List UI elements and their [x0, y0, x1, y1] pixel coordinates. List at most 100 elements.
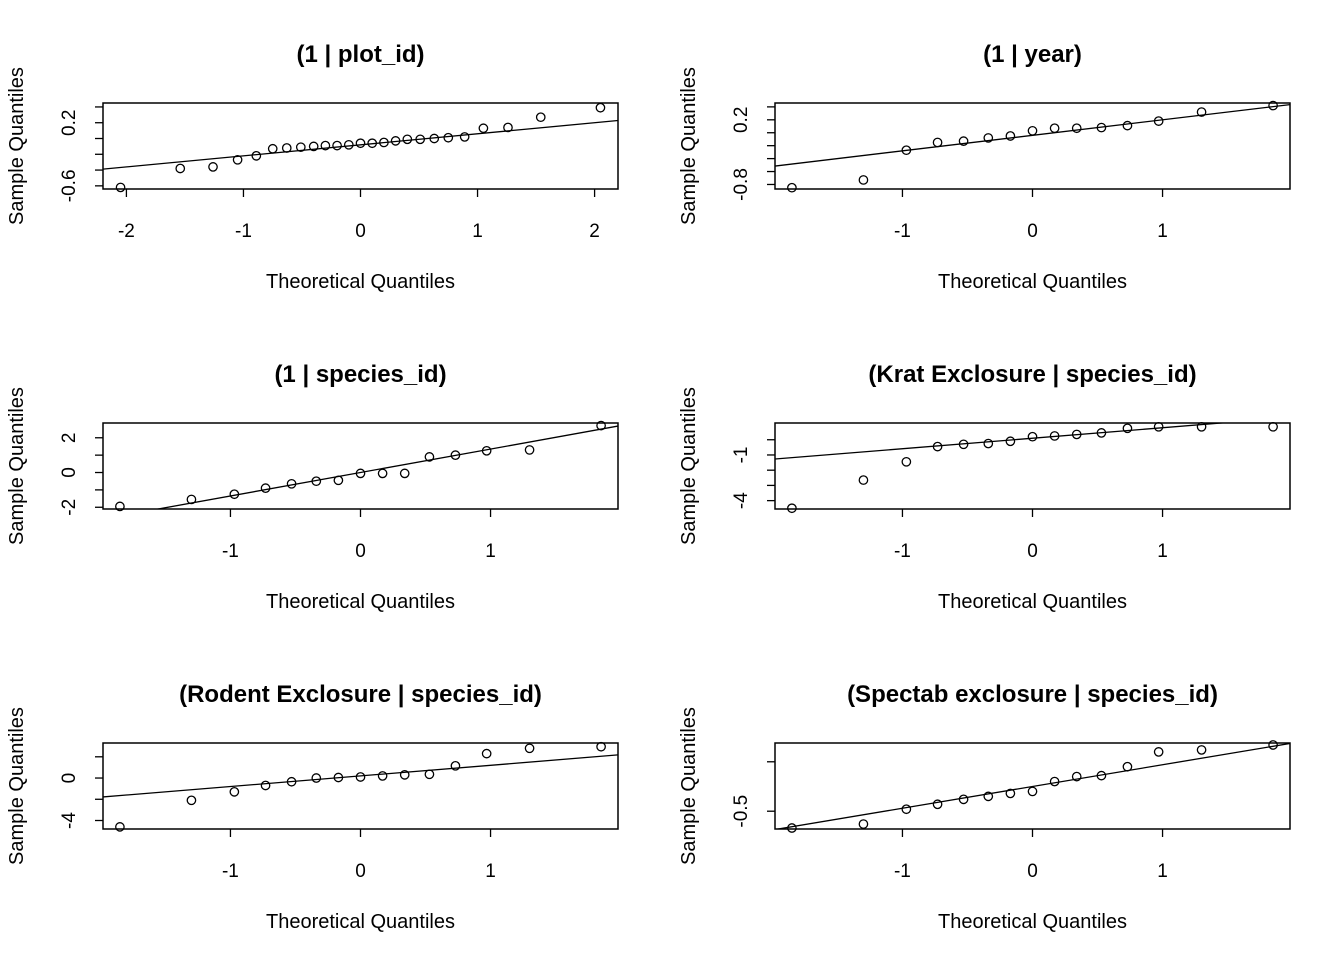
data-point	[367, 138, 378, 149]
y-tick-label: -0.6	[59, 169, 80, 202]
x-axis-label: Theoretical Quantiles	[266, 591, 455, 613]
data-point	[443, 132, 454, 143]
data-point	[787, 823, 797, 833]
y-tick-label: -0.8	[731, 168, 752, 201]
data-point	[115, 501, 125, 512]
x-tick-label: -1	[222, 541, 239, 562]
x-tick-label: 0	[355, 541, 366, 562]
data-point	[983, 133, 994, 143]
data-point	[1049, 776, 1060, 787]
data-point	[1096, 122, 1107, 133]
data-point	[377, 771, 388, 781]
y-axis-label: Sample Quantiles	[678, 707, 700, 865]
data-point	[901, 804, 912, 815]
x-tick-label: -1	[894, 861, 911, 882]
data-point	[535, 112, 546, 123]
qq-panel: (Spectab exclosure | species_id) Theoreti…	[678, 681, 1291, 933]
data-point	[1027, 125, 1038, 136]
data-point	[115, 822, 125, 832]
data-point	[901, 145, 912, 156]
data-point	[1005, 131, 1016, 141]
data-point	[343, 139, 354, 150]
data-point	[332, 140, 342, 151]
data-point	[958, 136, 969, 147]
data-point	[260, 483, 271, 494]
qq-panel: (Krat Exclosure | species_id) Theoretical…	[678, 361, 1291, 613]
data-point	[1196, 421, 1207, 432]
data-point	[1027, 786, 1038, 797]
data-point	[1049, 431, 1060, 441]
data-point	[932, 799, 943, 810]
data-point	[399, 770, 410, 780]
data-point	[983, 791, 994, 802]
data-point	[286, 776, 297, 787]
data-point	[1005, 788, 1016, 799]
x-tick-label: 0	[355, 861, 366, 882]
data-point	[1268, 100, 1278, 111]
qq-panel: (1 | plot_id) Theoretical Quantiles Sample…	[6, 41, 619, 293]
panel-title: (Spectab exclosure | species_id)	[847, 681, 1218, 708]
data-point	[1268, 421, 1278, 432]
data-point	[175, 163, 186, 174]
data-point	[524, 743, 535, 754]
data-point	[983, 438, 994, 449]
y-axis-label: Sample Quantiles	[6, 67, 28, 225]
x-tick-label: 1	[485, 861, 496, 882]
y-axis-label: Sample Quantiles	[6, 707, 28, 865]
data-point	[379, 137, 389, 148]
qq-reference-line	[154, 425, 618, 509]
data-point	[1153, 747, 1164, 757]
data-point	[1096, 770, 1107, 781]
plot-frame	[774, 102, 1291, 190]
data-point	[1071, 123, 1082, 134]
qq-reference-line	[103, 119, 618, 170]
x-axis-label: Theoretical Quantiles	[938, 591, 1127, 613]
x-tick-label: 1	[1157, 221, 1168, 242]
plot-frame	[102, 422, 619, 510]
y-tick-label: 2	[59, 432, 80, 443]
x-tick-label: -1	[222, 861, 239, 882]
data-point	[115, 182, 126, 193]
x-tick-label: 0	[1027, 221, 1038, 242]
plot-frame	[102, 102, 619, 190]
x-tick-label: -2	[118, 221, 135, 242]
x-axis-label: Theoretical Quantiles	[266, 911, 455, 933]
data-point	[787, 182, 797, 193]
plot-frame	[102, 742, 619, 830]
y-tick-label: 0	[59, 773, 80, 784]
data-point	[858, 175, 869, 185]
data-point	[958, 794, 969, 805]
qq-reference-line	[775, 743, 1290, 829]
data-point	[229, 786, 240, 797]
data-point	[481, 445, 492, 456]
x-tick-label: -1	[894, 541, 911, 562]
data-point	[1196, 107, 1207, 117]
x-axis-label: Theoretical Quantiles	[938, 271, 1127, 293]
data-point	[311, 476, 322, 487]
data-point	[308, 141, 319, 152]
x-axis-label: Theoretical Quantiles	[266, 271, 455, 293]
data-point	[1071, 429, 1082, 440]
y-tick-label: -2	[59, 499, 80, 516]
y-tick-label: -0.5	[731, 795, 752, 828]
y-axis-label: Sample Quantiles	[678, 67, 700, 225]
data-point	[333, 772, 344, 783]
data-point	[858, 819, 869, 829]
y-tick-label: 0.2	[731, 107, 752, 133]
data-point	[901, 456, 912, 467]
x-tick-label: -1	[894, 221, 911, 242]
data-point	[858, 475, 869, 485]
x-tick-label: 1	[1157, 541, 1168, 562]
data-point	[1049, 123, 1060, 134]
data-point	[311, 773, 322, 783]
data-point	[1196, 745, 1207, 755]
data-point	[320, 140, 331, 151]
data-point	[1122, 423, 1133, 434]
x-tick-label: 1	[485, 541, 496, 562]
data-point	[1153, 421, 1164, 432]
panel-title: (Krat Exclosure | species_id)	[868, 361, 1196, 388]
x-tick-label: 1	[1157, 861, 1168, 882]
data-point	[1096, 428, 1107, 438]
data-point	[377, 468, 388, 479]
